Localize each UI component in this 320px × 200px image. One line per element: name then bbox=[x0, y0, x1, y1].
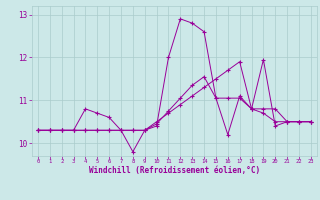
X-axis label: Windchill (Refroidissement éolien,°C): Windchill (Refroidissement éolien,°C) bbox=[89, 166, 260, 175]
